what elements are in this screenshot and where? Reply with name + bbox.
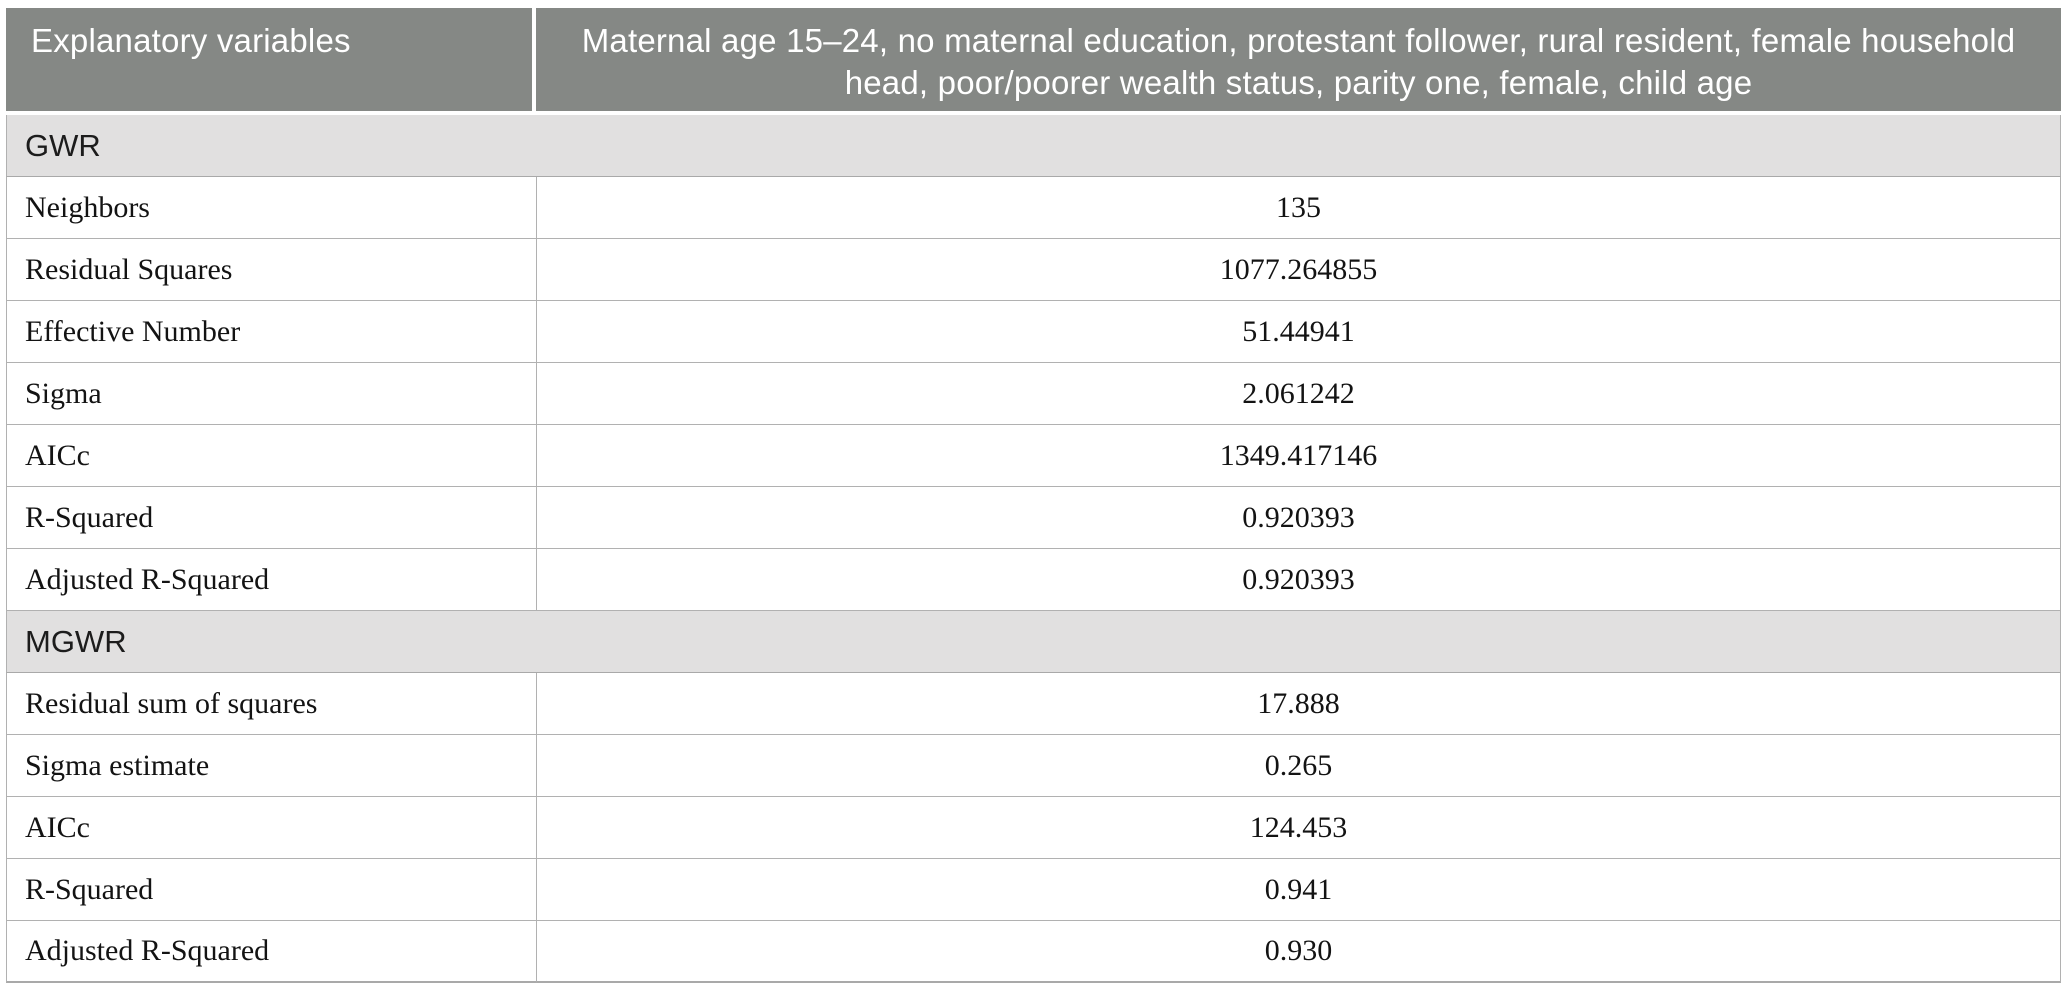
- table-row: AICc 1349.417146: [6, 425, 2061, 487]
- row-label-cell: Residual Squares: [6, 239, 536, 301]
- section-title-mgwr: MGWR: [6, 611, 2061, 673]
- row-label-cell: Adjusted R-Squared: [6, 549, 536, 611]
- table-row: Neighbors 135: [6, 177, 2061, 239]
- model-summary-table-figure: Explanatory variables Maternal age 15–24…: [6, 8, 2061, 983]
- table-row: Residual Squares 1077.264855: [6, 239, 2061, 301]
- row-value-cell: 0.920393: [536, 549, 2061, 611]
- row-value-cell: 0.265: [536, 735, 2061, 797]
- table-row: Residual sum of squares 17.888: [6, 673, 2061, 735]
- header-cell-model-variables: Maternal age 15–24, no maternal educatio…: [536, 8, 2061, 115]
- row-value-cell: 1349.417146: [536, 425, 2061, 487]
- gwr-mgwr-statistics-table: Explanatory variables Maternal age 15–24…: [6, 8, 2061, 983]
- row-label-cell: Sigma: [6, 363, 536, 425]
- row-label-cell: Residual sum of squares: [6, 673, 536, 735]
- row-value-cell: 17.888: [536, 673, 2061, 735]
- table-row: Adjusted R-Squared 0.920393: [6, 549, 2061, 611]
- row-value-cell: 1077.264855: [536, 239, 2061, 301]
- row-value-cell: 124.453: [536, 797, 2061, 859]
- table-row: Adjusted R-Squared 0.930: [6, 921, 2061, 983]
- section-title-gwr: GWR: [6, 115, 2061, 177]
- row-label-cell: Effective Number: [6, 301, 536, 363]
- row-value-cell: 0.920393: [536, 487, 2061, 549]
- row-value-cell: 0.941: [536, 859, 2061, 921]
- row-label-cell: R-Squared: [6, 859, 536, 921]
- table-header-row: Explanatory variables Maternal age 15–24…: [6, 8, 2061, 115]
- table-row: Sigma estimate 0.265: [6, 735, 2061, 797]
- row-label-cell: AICc: [6, 797, 536, 859]
- row-label-cell: Neighbors: [6, 177, 536, 239]
- header-cell-explanatory-variables: Explanatory variables: [6, 8, 536, 115]
- row-value-cell: 135: [536, 177, 2061, 239]
- row-label-cell: R-Squared: [6, 487, 536, 549]
- table-row: R-Squared 0.941: [6, 859, 2061, 921]
- table-row: Effective Number 51.44941: [6, 301, 2061, 363]
- table-row: AICc 124.453: [6, 797, 2061, 859]
- row-label-cell: Adjusted R-Squared: [6, 921, 536, 983]
- table-row: Sigma 2.061242: [6, 363, 2061, 425]
- row-label-cell: AICc: [6, 425, 536, 487]
- row-label-cell: Sigma estimate: [6, 735, 536, 797]
- row-value-cell: 0.930: [536, 921, 2061, 983]
- row-value-cell: 2.061242: [536, 363, 2061, 425]
- table-row: R-Squared 0.920393: [6, 487, 2061, 549]
- section-row-mgwr: MGWR: [6, 611, 2061, 673]
- section-row-gwr: GWR: [6, 115, 2061, 177]
- row-value-cell: 51.44941: [536, 301, 2061, 363]
